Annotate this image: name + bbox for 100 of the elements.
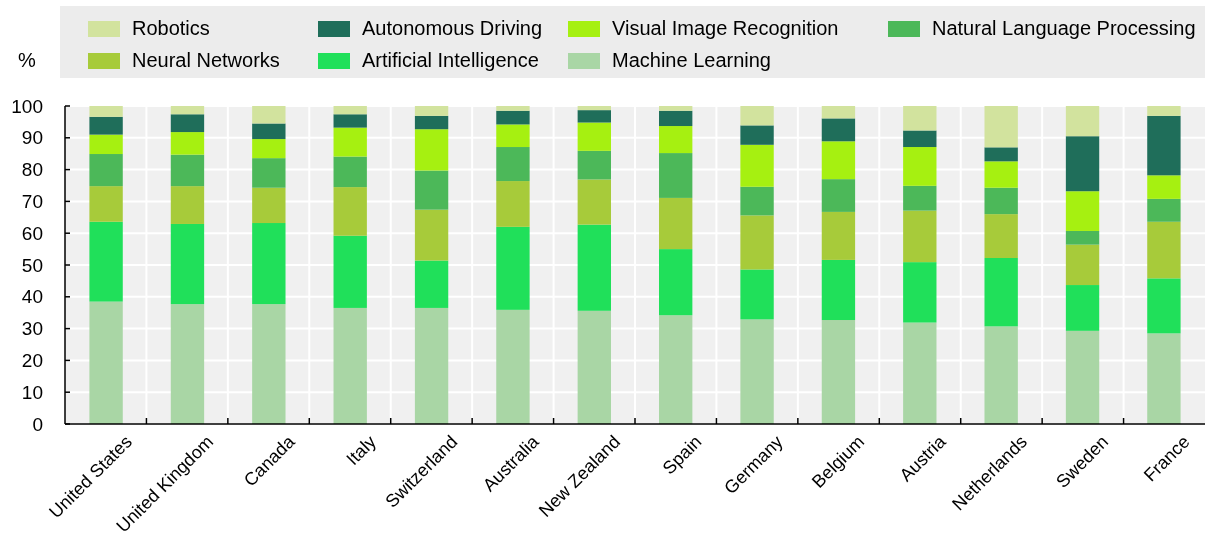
bar [984, 326, 1018, 424]
bar [903, 106, 937, 131]
bar [903, 210, 937, 263]
bar [414, 170, 449, 210]
bar [577, 150, 611, 180]
bar [984, 187, 1018, 215]
bar [659, 106, 693, 111]
bar [252, 139, 286, 159]
legend-label: Visual Image Recognition [612, 17, 839, 39]
bar [1147, 106, 1181, 116]
bar [577, 106, 611, 111]
bar [496, 106, 530, 111]
bar [89, 116, 123, 135]
bar [414, 260, 449, 308]
x-tick-label: Italy [342, 431, 380, 470]
y-tick-label: 80 [21, 159, 43, 181]
bar [496, 110, 530, 125]
bar [821, 179, 856, 212]
bar [414, 115, 449, 130]
bar [984, 106, 1018, 148]
bar [496, 309, 530, 424]
legend-label: Machine Learning [612, 49, 771, 71]
bar [659, 197, 693, 250]
bar [740, 144, 774, 187]
bar [1065, 330, 1100, 424]
bar [252, 123, 286, 140]
bar [496, 147, 530, 182]
bar [740, 125, 774, 145]
bar [577, 122, 611, 151]
legend-label: Robotics [132, 17, 210, 39]
bar [170, 186, 205, 224]
bar [414, 129, 449, 171]
legend-label: Natural Language Processing [932, 17, 1196, 39]
y-axis-title: % [18, 49, 36, 71]
bar [1065, 285, 1100, 331]
y-tick-label: 100 [11, 95, 43, 117]
bar [1147, 333, 1181, 424]
bar [252, 304, 286, 424]
bar [89, 221, 123, 302]
bar [821, 211, 856, 260]
bar [170, 106, 205, 115]
bar [89, 301, 123, 424]
bar [1147, 221, 1181, 279]
y-tick-label: 30 [21, 318, 43, 340]
bar [740, 269, 774, 320]
y-tick-label: 90 [21, 127, 43, 149]
legend-label: Autonomous Driving [362, 17, 543, 39]
bar [984, 214, 1018, 258]
y-tick-label: 0 [32, 413, 43, 435]
bar [496, 181, 530, 227]
bar [1065, 136, 1100, 192]
bar [821, 118, 856, 142]
bar [903, 185, 937, 211]
bar [496, 124, 530, 148]
bar [1065, 191, 1100, 231]
bar [252, 187, 286, 224]
bar [1147, 175, 1181, 199]
bar [903, 130, 937, 148]
bar [333, 106, 367, 115]
bar [903, 147, 937, 186]
bar [740, 106, 774, 126]
bar [333, 187, 367, 236]
y-tick-label: 70 [21, 191, 43, 213]
bar [414, 307, 449, 424]
bar [659, 315, 693, 424]
bar [252, 106, 286, 124]
bar [1147, 198, 1181, 222]
bar [333, 127, 367, 157]
bar [984, 161, 1018, 188]
bar [821, 141, 856, 180]
bar [740, 215, 774, 270]
bar [170, 304, 205, 424]
bar [1065, 244, 1100, 286]
bar [659, 153, 693, 198]
bar [333, 235, 367, 308]
bar [414, 106, 449, 116]
bar [1147, 115, 1181, 176]
bar [1147, 278, 1181, 334]
bar [821, 106, 856, 119]
bar [740, 319, 774, 424]
bar [903, 322, 937, 424]
bar [577, 110, 611, 123]
y-tick-label: 60 [21, 222, 43, 244]
y-tick-label: 40 [21, 286, 43, 308]
bar [333, 114, 367, 128]
bar [414, 209, 449, 261]
bar [903, 262, 937, 323]
bar [89, 134, 123, 155]
bar [821, 320, 856, 424]
bar [333, 156, 367, 188]
bar [252, 158, 286, 188]
bar [333, 307, 367, 424]
bar [170, 114, 205, 133]
bar [252, 223, 286, 305]
bar [496, 226, 530, 310]
bar [577, 224, 611, 311]
bar [170, 154, 205, 187]
legend-label: Artificial Intelligence [362, 49, 539, 71]
bar [1065, 106, 1100, 137]
bar [821, 259, 856, 321]
